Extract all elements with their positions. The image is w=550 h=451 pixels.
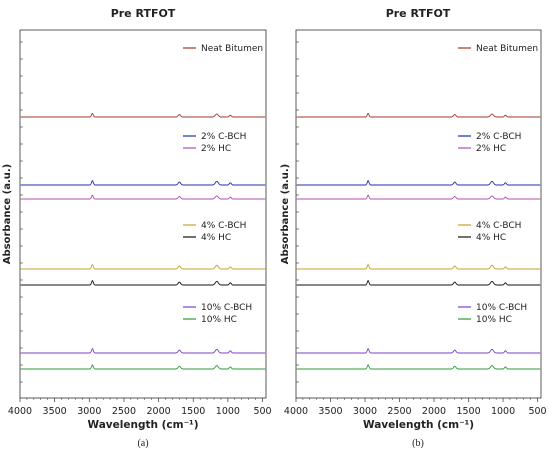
series-line-4-c-bch [296, 264, 541, 270]
x-tick-label: 2500 [387, 406, 411, 417]
x-tick-label: 1500 [456, 406, 480, 417]
chart-panel-b: Pre RTFOT Absorbance (a.u.) 4000 3500 3000 25… [280, 7, 547, 449]
series-line-10-hc [20, 364, 266, 370]
x-axis-label: Wavelength (cm⁻¹) [363, 419, 474, 431]
series-line-4-hc [20, 280, 266, 286]
series-line-4-c-bch [20, 264, 266, 270]
x-tick-label: 1000 [491, 406, 515, 417]
panel-caption: (b) [412, 438, 424, 449]
legend-label: 10% HC [201, 315, 237, 325]
x-tick-label: 2000 [146, 406, 170, 417]
legend-label: 10% C-BCH [201, 303, 252, 313]
x-tick-label: 1500 [181, 406, 205, 417]
x-tick-label: 3500 [43, 406, 67, 417]
series-line-10-c-bch [20, 348, 266, 354]
legend-label: 2% HC [476, 144, 506, 154]
chart-title: Pre RTFOT [386, 7, 451, 20]
x-axis-label: Wavelength (cm⁻¹) [87, 419, 198, 431]
legend-label: 2% HC [201, 144, 231, 154]
x-tick-label: 2000 [422, 406, 446, 417]
series-line-2-c-bch [20, 180, 266, 186]
series-line-2-hc [296, 194, 541, 200]
legend-label: 10% C-BCH [476, 303, 527, 313]
x-tick-label: 3000 [353, 406, 377, 417]
legend-label: 4% C-BCH [476, 221, 521, 231]
legend-label: 4% HC [476, 233, 506, 243]
series-line-neat-bitumen [296, 112, 541, 118]
legend-label: Neat Bitumen [201, 44, 263, 54]
x-tick-label: 2500 [112, 406, 136, 417]
series-line-neat-bitumen [20, 112, 266, 118]
legend-label: 2% C-BCH [201, 132, 246, 142]
legend-label: 4% HC [201, 233, 231, 243]
series-line-4-hc [296, 280, 541, 286]
chart-panel-a: Pre RTFOT Absorbance (a.u.) 4000 3500 3000 25… [2, 7, 272, 449]
x-tick-label: 4000 [284, 406, 308, 417]
x-tick-label: 500 [253, 406, 271, 417]
plot-frame [295, 29, 542, 399]
legend-label: Neat Bitumen [476, 44, 538, 54]
plot-frame [19, 29, 267, 399]
chart-title: Pre RTFOT [111, 7, 176, 20]
series-line-10-c-bch [296, 348, 541, 354]
panel-caption: (a) [137, 438, 148, 449]
y-axis-label: Absorbance (a.u.) [280, 164, 291, 264]
x-tick-label: 500 [528, 406, 546, 417]
legend-label: 2% C-BCH [476, 132, 521, 142]
y-axis-label: Absorbance (a.u.) [2, 164, 13, 264]
legend-label: 10% HC [476, 315, 512, 325]
x-tick-label: 3500 [318, 406, 342, 417]
x-tick-label: 1000 [216, 406, 240, 417]
series-line-2-c-bch [296, 180, 541, 186]
x-tick-label: 4000 [8, 406, 32, 417]
x-tick-label: 3000 [77, 406, 101, 417]
series-line-10-hc [296, 364, 541, 370]
legend-label: 4% C-BCH [201, 221, 246, 231]
series-line-2-hc [20, 194, 266, 200]
